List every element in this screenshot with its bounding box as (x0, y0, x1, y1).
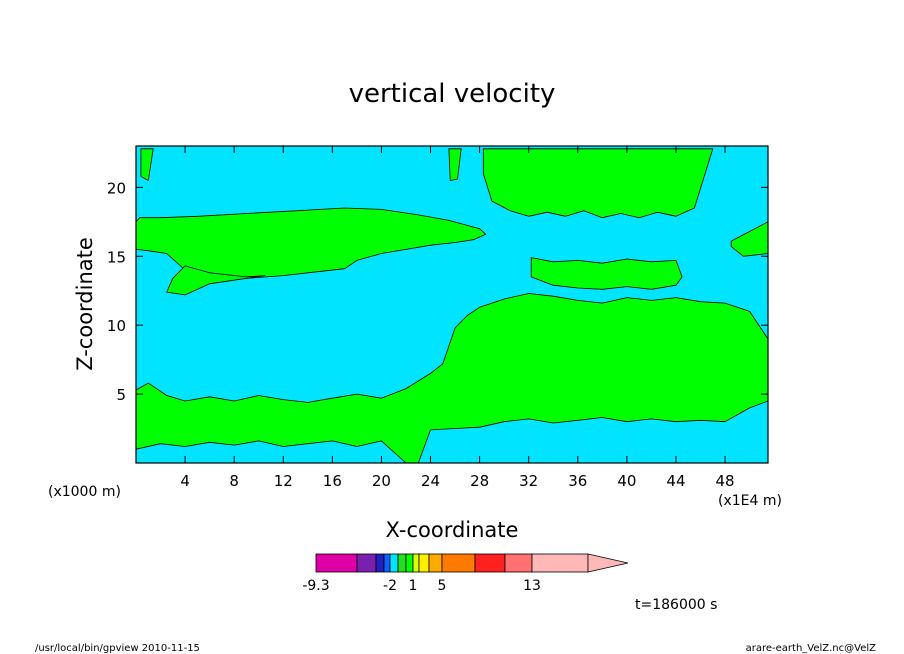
x-tick-label: 28 (470, 472, 489, 490)
y-tick-label: 10 (107, 317, 126, 335)
colorbar-tick-label: 5 (438, 578, 447, 594)
colorbar-tick-label: 1 (409, 578, 418, 594)
colorbar-segment (412, 553, 420, 573)
time-label: t=186000 s (635, 597, 717, 613)
x-tick-label: 40 (617, 472, 636, 490)
contour-region-left-bulge (166, 265, 266, 296)
x-ticks: 4 8 12 16 20 24 28 32 36 40 44 48 (180, 146, 735, 490)
colorbar-tick-label: -9.3 (302, 578, 329, 594)
contour-regions (135, 148, 769, 464)
x-tick-label: 16 (323, 472, 342, 490)
colorbar: -9.3 -2 1 5 13 (302, 553, 629, 594)
footer-left: /usr/local/bin/gpview 2010-11-15 (35, 643, 200, 654)
colorbar-segment (389, 553, 399, 573)
colorbar-segment (418, 553, 430, 573)
colorbar-segment (441, 553, 476, 573)
x-tick-label: 44 (666, 472, 685, 490)
x-tick-label: 24 (421, 472, 440, 490)
colorbar-extend-arrow (587, 553, 629, 573)
x-unit-label: (x1E4 m) (718, 493, 782, 509)
plot-frame (135, 145, 769, 464)
colorbar-segment (428, 553, 443, 573)
colorbar-segment (531, 553, 589, 573)
colorbar-segment (504, 553, 533, 573)
x-tick-label: 20 (372, 472, 391, 490)
colorbar-tick-label: 13 (523, 578, 541, 594)
colorbar-segment (397, 553, 407, 573)
contour-region-upper-left-strip (140, 148, 154, 181)
x-tick-label: 8 (229, 472, 239, 490)
x-tick-label: 32 (519, 472, 538, 490)
y-unit-label: (x1000 m) (48, 484, 121, 500)
colorbar-segment (383, 553, 391, 573)
x-tick-label: 36 (568, 472, 587, 490)
x-axis-label: X-coordinate (386, 518, 519, 542)
x-tick-label: 48 (716, 472, 735, 490)
colorbar-segment (375, 553, 385, 573)
colorbar-segment (315, 553, 358, 573)
y-tick-label: 5 (116, 386, 126, 404)
contour-region-upper-mid-blob (448, 148, 462, 181)
chart-title: vertical velocity (349, 79, 556, 109)
colorbar-segment (356, 553, 377, 573)
y-axis-label: Z-coordinate (73, 237, 97, 371)
footer-right: arare-earth_VelZ.nc@VelZ (746, 643, 877, 654)
x-tick-label: 12 (274, 472, 293, 490)
colorbar-segment (405, 553, 414, 573)
y-tick-label: 15 (107, 248, 126, 266)
y-ticks: 5 10 15 20 (107, 179, 768, 404)
colorbar-tick-label: -2 (383, 578, 397, 594)
colorbar-segment (474, 553, 506, 573)
contour-region-right-edge-upper (730, 221, 769, 257)
contour-region-upper-right-a (482, 148, 714, 219)
x-tick-label: 4 (180, 472, 190, 490)
y-tick-label: 20 (107, 179, 126, 197)
contour-region-mid-right-band (530, 257, 683, 290)
